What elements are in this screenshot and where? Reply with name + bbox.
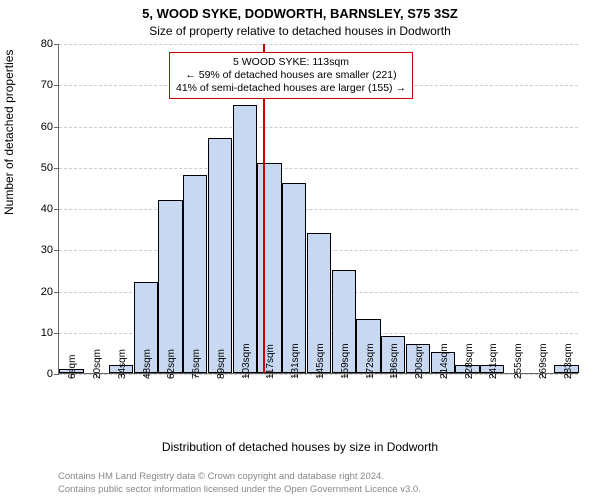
annotation-line: ← 59% of detached houses are smaller (22… xyxy=(176,69,406,82)
gridline xyxy=(59,168,578,169)
x-tick-label: 214sqm xyxy=(439,343,450,379)
x-tick-label: 255sqm xyxy=(513,343,524,379)
footer-line-2: Contains public sector information licen… xyxy=(58,484,421,496)
x-tick-label: 172sqm xyxy=(365,343,376,379)
plot-area: 010203040506070806sqm20sqm34sqm48sqm62sq… xyxy=(58,44,578,374)
y-tick-mark xyxy=(54,292,59,293)
x-tick-label: 283sqm xyxy=(563,343,574,379)
histogram-bar xyxy=(183,175,207,373)
x-tick-label: 131sqm xyxy=(290,343,301,379)
gridline xyxy=(59,209,578,210)
x-tick-label: 241sqm xyxy=(488,343,499,379)
x-tick-label: 6sqm xyxy=(67,355,78,379)
x-tick-label: 20sqm xyxy=(92,349,103,379)
histogram-bar xyxy=(158,200,182,373)
histogram-bar xyxy=(257,163,281,373)
x-tick-label: 145sqm xyxy=(315,343,326,379)
x-tick-label: 269sqm xyxy=(538,343,549,379)
x-tick-label: 62sqm xyxy=(166,349,177,379)
x-tick-label: 89sqm xyxy=(216,349,227,379)
y-axis-label: Number of detached properties xyxy=(2,50,16,215)
histogram-bar xyxy=(233,105,257,373)
y-tick-mark xyxy=(54,168,59,169)
y-tick-mark xyxy=(54,44,59,45)
y-tick-mark xyxy=(54,333,59,334)
y-tick-mark xyxy=(54,127,59,128)
chart-subtitle: Size of property relative to detached ho… xyxy=(0,24,600,38)
annotation-line: 5 WOOD SYKE: 113sqm xyxy=(176,56,406,69)
gridline xyxy=(59,127,578,128)
x-tick-label: 48sqm xyxy=(142,349,153,379)
annotation-line: 41% of semi-detached houses are larger (… xyxy=(176,82,406,95)
x-axis-label: Distribution of detached houses by size … xyxy=(0,440,600,454)
chart-container: { "title_line1": "5, WOOD SYKE, DODWORTH… xyxy=(0,0,600,500)
chart-title: 5, WOOD SYKE, DODWORTH, BARNSLEY, S75 3S… xyxy=(0,6,600,21)
x-tick-label: 117sqm xyxy=(265,344,276,379)
x-tick-label: 103sqm xyxy=(241,343,252,379)
x-tick-label: 228sqm xyxy=(464,343,475,379)
y-tick-mark xyxy=(54,209,59,210)
footer-text: Contains HM Land Registry data © Crown c… xyxy=(58,471,421,496)
x-tick-label: 186sqm xyxy=(389,343,400,379)
x-tick-label: 76sqm xyxy=(191,349,202,379)
x-tick-label: 159sqm xyxy=(340,343,351,379)
gridline xyxy=(59,44,578,45)
annotation-box: 5 WOOD SYKE: 113sqm← 59% of detached hou… xyxy=(169,52,413,99)
y-tick-mark xyxy=(54,85,59,86)
y-tick-mark xyxy=(54,374,59,375)
histogram-bar xyxy=(208,138,232,373)
footer-line-1: Contains HM Land Registry data © Crown c… xyxy=(58,471,421,483)
x-tick-label: 200sqm xyxy=(414,343,425,379)
y-tick-mark xyxy=(54,250,59,251)
x-tick-label: 34sqm xyxy=(117,349,128,379)
